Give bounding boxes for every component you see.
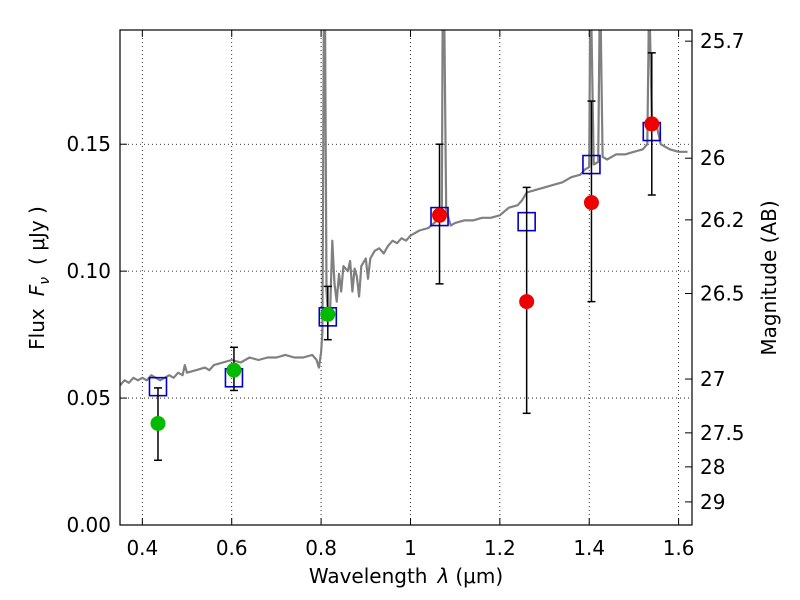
x-tick-label: 0.8 [305, 536, 337, 560]
x-tick-label: 0.6 [216, 536, 248, 560]
x-tick-label: 1 [404, 536, 417, 560]
y2-tick-label: 27.5 [700, 421, 745, 445]
observed-point [150, 415, 166, 431]
x-tick-label: 1.2 [484, 536, 516, 560]
y-axis-label: FluxFν( μJy ) [25, 206, 53, 350]
y-tick-label: 0.00 [66, 513, 111, 537]
x-tick-label: 0.4 [126, 536, 158, 560]
observed-point [320, 306, 336, 322]
y2-tick-label: 27 [700, 367, 725, 391]
observed-point [519, 294, 535, 310]
observed-point [432, 207, 448, 223]
y-tick-label: 0.15 [66, 132, 111, 156]
observed-point [226, 362, 242, 378]
x-tick-label: 1.4 [573, 536, 605, 560]
y-tick-label: 0.05 [66, 386, 111, 410]
x-axis-label: Wavelength λ (μm) [309, 564, 503, 588]
plot-background [120, 30, 692, 525]
y2-axis-label: Magnitude (AB) [757, 200, 781, 355]
observed-point [644, 116, 660, 132]
y2-tick-label: 26.2 [700, 208, 745, 232]
marker-layer [148, 52, 662, 462]
observed-point [583, 195, 599, 211]
y2-tick-label: 29 [700, 490, 725, 514]
y-tick-label: 0.10 [66, 259, 111, 283]
ticks: 0.4 0.6 0.8 1 1.2 1.4 1.6 0.00 0.05 0.10 0.15 25.7 2… [66, 29, 744, 560]
plot-frame [119, 29, 693, 526]
y2-tick-label: 26.5 [700, 281, 745, 305]
data-layer [120, 30, 688, 387]
spectrum-line [120, 30, 688, 387]
y2-tick-label: 25.7 [700, 29, 745, 53]
y2-tick-label: 26 [700, 146, 725, 170]
y2-tick-label: 28 [700, 455, 725, 479]
x-tick-label: 1.6 [663, 536, 695, 560]
